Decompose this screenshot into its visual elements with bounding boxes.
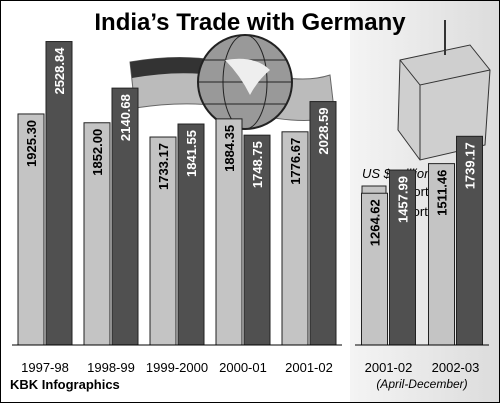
- title: India’s Trade with Germany: [94, 9, 406, 36]
- value-label: 1852.00: [90, 129, 105, 176]
- value-label: 1841.55: [184, 130, 199, 177]
- bar: [281, 131, 309, 346]
- bar: [389, 169, 416, 346]
- globe: [197, 34, 293, 130]
- bar: [83, 122, 111, 346]
- bar: [243, 134, 271, 346]
- crate: [397, 20, 491, 161]
- x-tick-label: 2001-02: [365, 360, 413, 375]
- x-tick-label: 2002-03: [432, 360, 480, 375]
- value-label: 2140.68: [118, 94, 133, 141]
- x-tick-label: 1997-98: [21, 360, 69, 375]
- value-label: 2028.59: [316, 108, 331, 155]
- bar: [361, 192, 388, 346]
- value-label: 1733.17: [156, 143, 171, 190]
- x-tick-label: 2001-02: [285, 360, 333, 375]
- bar: [428, 163, 455, 346]
- value-label: 1457.99: [396, 176, 411, 223]
- subtitle: (April-December): [376, 377, 467, 391]
- x-tick-label: 1999-2000: [146, 360, 208, 375]
- value-label: 1884.35: [222, 125, 237, 172]
- bar: [177, 123, 205, 346]
- bar: [456, 135, 483, 346]
- value-label: 1264.62: [368, 199, 383, 246]
- value-label: 1739.17: [463, 142, 478, 189]
- value-label: 1511.46: [435, 170, 450, 216]
- value-label: 1776.67: [288, 138, 303, 185]
- value-label: 1748.75: [250, 141, 265, 188]
- x-tick-label: 1998-99: [87, 360, 135, 375]
- x-tick-label: 2000-01: [219, 360, 267, 375]
- bar: [17, 113, 45, 346]
- bar: [309, 101, 337, 346]
- bar: [215, 118, 243, 346]
- source: KBK Infographics: [10, 377, 120, 392]
- bar: [111, 87, 139, 346]
- bar: [45, 41, 73, 346]
- value-label: 1925.30: [24, 120, 39, 167]
- value-label: 2528.84: [52, 47, 67, 95]
